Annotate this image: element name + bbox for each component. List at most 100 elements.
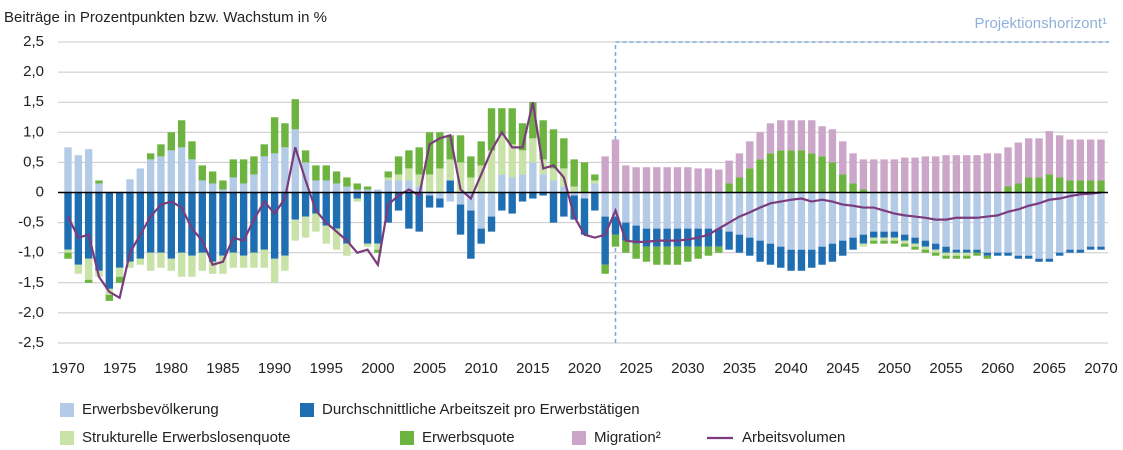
bar — [715, 246, 723, 253]
bar — [952, 252, 961, 256]
bar — [498, 135, 506, 175]
bar — [818, 156, 826, 193]
bar — [973, 252, 981, 256]
bar — [611, 234, 620, 247]
bar — [95, 183, 103, 193]
y-axis-title: Beiträge in Prozentpunkten bzw. Wachstum… — [4, 9, 327, 26]
bar — [704, 168, 713, 193]
bar — [250, 192, 258, 253]
bar — [901, 234, 909, 241]
bar — [942, 252, 950, 256]
bar — [870, 237, 878, 241]
bar — [839, 192, 847, 241]
bar — [870, 192, 878, 232]
legend-swatch — [572, 431, 586, 445]
bar — [188, 192, 196, 256]
bar — [508, 144, 516, 178]
bar — [1014, 255, 1023, 259]
bar — [374, 249, 382, 253]
bar — [1014, 183, 1023, 193]
bar — [849, 153, 857, 184]
bar — [570, 195, 578, 220]
bar — [115, 267, 124, 277]
bar — [498, 192, 506, 211]
bar — [301, 192, 310, 217]
bar — [994, 153, 1002, 193]
bar — [539, 174, 547, 193]
bar — [911, 157, 919, 193]
bar — [890, 159, 899, 193]
bar — [219, 189, 227, 193]
bar — [880, 240, 888, 244]
bar — [425, 192, 434, 196]
bar — [291, 99, 299, 130]
bar — [219, 180, 227, 190]
bar — [735, 234, 744, 253]
bar — [1004, 147, 1012, 187]
bar — [911, 243, 919, 247]
bar — [312, 180, 320, 193]
legend-swatch — [300, 403, 314, 417]
bar — [1076, 139, 1085, 181]
bar — [281, 147, 289, 193]
bar — [549, 192, 558, 223]
bar — [353, 189, 361, 193]
bar — [1035, 258, 1043, 262]
bar — [1066, 180, 1074, 193]
bar — [105, 294, 114, 301]
x-tick-label: 2035 — [723, 360, 756, 377]
legend-swatch — [60, 431, 74, 445]
bar — [735, 177, 744, 193]
bar — [797, 192, 806, 250]
legend-swatch — [400, 431, 414, 445]
x-tick-label: 1975 — [103, 360, 136, 377]
bar — [291, 129, 299, 193]
bar — [363, 189, 372, 193]
bar — [1045, 192, 1054, 259]
bar — [859, 234, 868, 244]
bar — [818, 192, 826, 247]
bar — [787, 120, 795, 151]
bar — [911, 192, 919, 238]
bar — [684, 192, 692, 229]
bar — [126, 192, 134, 262]
bar — [1024, 138, 1033, 178]
bar — [188, 141, 196, 160]
bar — [322, 192, 330, 226]
bar — [529, 138, 537, 163]
bar — [374, 192, 382, 244]
bar — [849, 237, 857, 250]
bar — [932, 243, 940, 250]
y-tick-label: -0,5 — [18, 214, 44, 231]
legend-label: Durchschnittliche Arbeitszeit pro Erwerb… — [322, 401, 640, 418]
bar — [673, 228, 682, 247]
bar — [198, 192, 206, 253]
bar — [312, 165, 320, 181]
bar — [136, 192, 145, 259]
bar — [477, 228, 485, 244]
x-tick-label: 1980 — [155, 360, 188, 377]
bar — [963, 252, 971, 256]
bar — [1035, 138, 1043, 178]
bar — [890, 231, 899, 238]
bar — [425, 195, 434, 208]
bar — [229, 159, 237, 178]
bar — [580, 198, 589, 235]
x-tick-label: 2025 — [619, 360, 652, 377]
bar — [312, 213, 320, 232]
bar — [250, 156, 258, 175]
bar — [529, 102, 537, 139]
bar — [1024, 255, 1033, 259]
bar — [363, 186, 372, 190]
bar — [208, 183, 217, 193]
bar — [880, 159, 888, 193]
bar — [115, 192, 124, 268]
bar — [921, 192, 930, 241]
bar — [518, 123, 527, 151]
x-tick-label: 2000 — [361, 360, 394, 377]
bar — [467, 156, 475, 178]
bar — [1086, 139, 1095, 181]
x-tick-label: 2070 — [1084, 360, 1117, 377]
bar — [983, 252, 992, 256]
